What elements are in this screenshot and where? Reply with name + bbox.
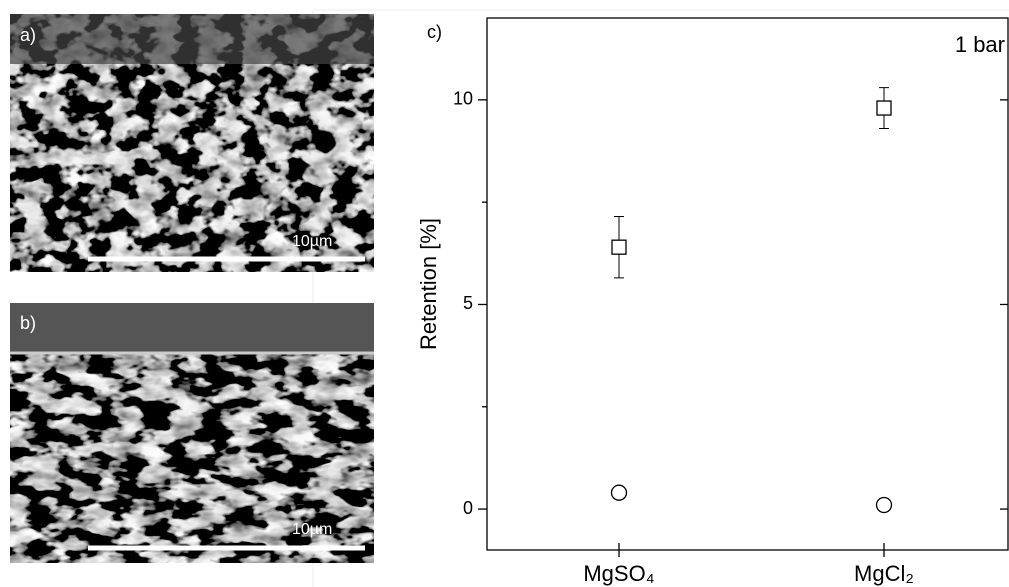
x-tick-label: MgCl₂ — [854, 561, 914, 586]
plot-frame — [486, 17, 1009, 551]
marker — [876, 100, 892, 116]
annotation: 1 bar — [955, 32, 1005, 57]
sem-image-a: a) 10µm — [10, 14, 374, 272]
sem-image-b: b) 10µm — [10, 303, 374, 563]
x-tick-label: MgSO₄ — [583, 561, 654, 586]
scale-label: 10µm — [292, 233, 332, 250]
y-tick-label: 5 — [463, 293, 473, 313]
marker — [875, 496, 893, 514]
panel-label: a) — [20, 25, 36, 45]
y-tick-label: 0 — [463, 498, 473, 518]
marker — [610, 484, 628, 501]
chart: c) 1 bar Retention [%] 0 5 10 MgSO₄ MgCl₂ — [416, 17, 1009, 586]
scale-label: 10µm — [292, 521, 332, 538]
marker — [611, 239, 627, 255]
panel-label: b) — [20, 313, 36, 333]
y-axis-label: Retention [%] — [416, 218, 441, 350]
panel-label: c) — [427, 22, 442, 42]
y-tick-label: 10 — [453, 89, 473, 109]
